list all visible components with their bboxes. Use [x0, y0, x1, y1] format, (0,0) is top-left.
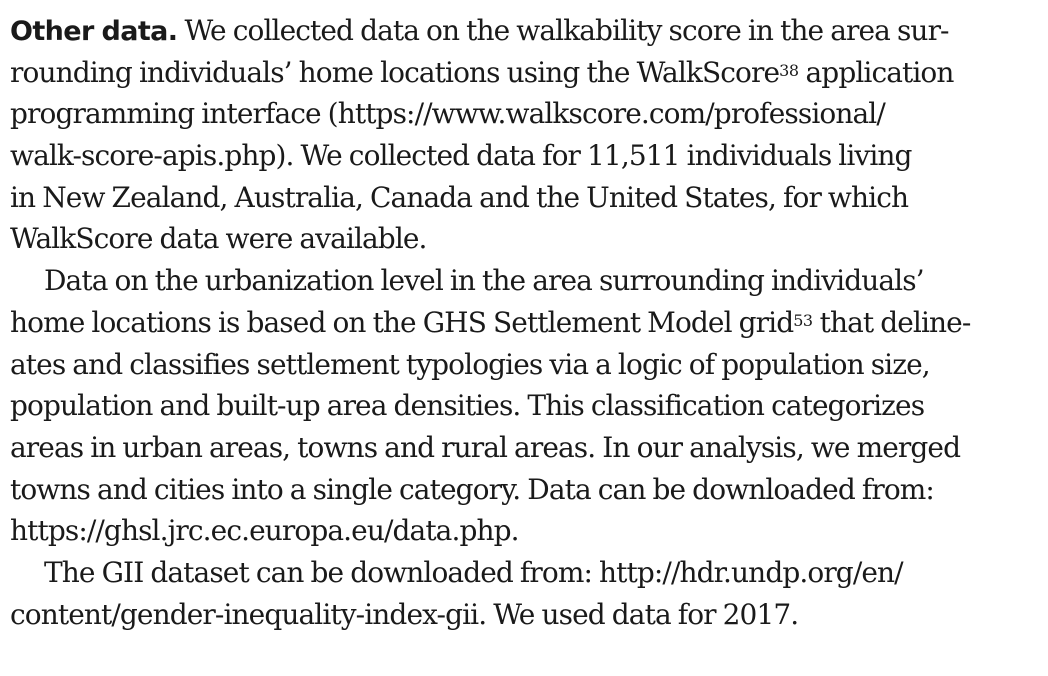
reference-superscript: 38 [779, 60, 799, 80]
text-line: https://ghsl.jrc.ec.europa.eu/data.php. [10, 514, 520, 548]
paragraph-2-line-5: areas in urban areas, towns and rural ar… [10, 427, 1030, 469]
paragraph-1-line-4: walk-score-apis.php). We collected data … [10, 135, 1030, 177]
text-line: walk-score-apis.php). We collected data … [10, 139, 912, 173]
paragraph-2-line-6: towns and cities into a single category.… [10, 469, 1030, 511]
text-line: programming interface (https://www.walks… [10, 97, 886, 131]
text-line: home locations is based on the GHS Settl… [10, 305, 794, 339]
text-line: towns and cities into a single category.… [10, 472, 935, 506]
article-text-block: Other data. We collected data on the wal… [10, 10, 1030, 635]
paragraph-1-line-1: Other data. We collected data on the wal… [10, 10, 1030, 52]
paragraph-1-line-2: rounding individuals’ home locations usi… [10, 52, 1030, 94]
text-line: population and built-up area densities. … [10, 389, 925, 423]
reference-superscript: 53 [793, 310, 813, 330]
section-heading: Other data. [10, 16, 178, 47]
paragraph-3-line-2: content/gender-inequality-index-gii. We … [10, 594, 1030, 636]
text-line: The GII dataset can be downloaded from: … [44, 555, 904, 589]
text-line: areas in urban areas, towns and rural ar… [10, 430, 961, 464]
text-line: that deline- [812, 305, 972, 339]
paragraph-2-line-7: https://ghsl.jrc.ec.europa.eu/data.php. [10, 510, 1030, 552]
paragraph-1-line-3: programming interface (https://www.walks… [10, 93, 1030, 135]
text-line: application [798, 55, 955, 89]
paragraph-1-line-6: WalkScore data were available. [10, 218, 1030, 260]
paragraph-2-line-4: population and built-up area densities. … [10, 385, 1030, 427]
text-line: in New Zealand, Australia, Canada and th… [10, 180, 909, 214]
text-line: ates and classifies settlement typologie… [10, 347, 931, 381]
paragraph-1-line-5: in New Zealand, Australia, Canada and th… [10, 177, 1030, 219]
paragraph-2-line-2: home locations is based on the GHS Settl… [10, 302, 1030, 344]
text-line: We collected data on the walkability sco… [177, 14, 949, 47]
text-line: content/gender-inequality-index-gii. We … [10, 597, 799, 631]
paragraph-2-line-1: Data on the urbanization level in the ar… [10, 260, 1030, 302]
text-line: Data on the urbanization level in the ar… [44, 264, 925, 298]
text-line: rounding individuals’ home locations usi… [10, 55, 780, 89]
paragraph-2-line-3: ates and classifies settlement typologie… [10, 344, 1030, 386]
text-line: WalkScore data were available. [10, 222, 427, 256]
paragraph-3-line-1: The GII dataset can be downloaded from: … [10, 552, 1030, 594]
